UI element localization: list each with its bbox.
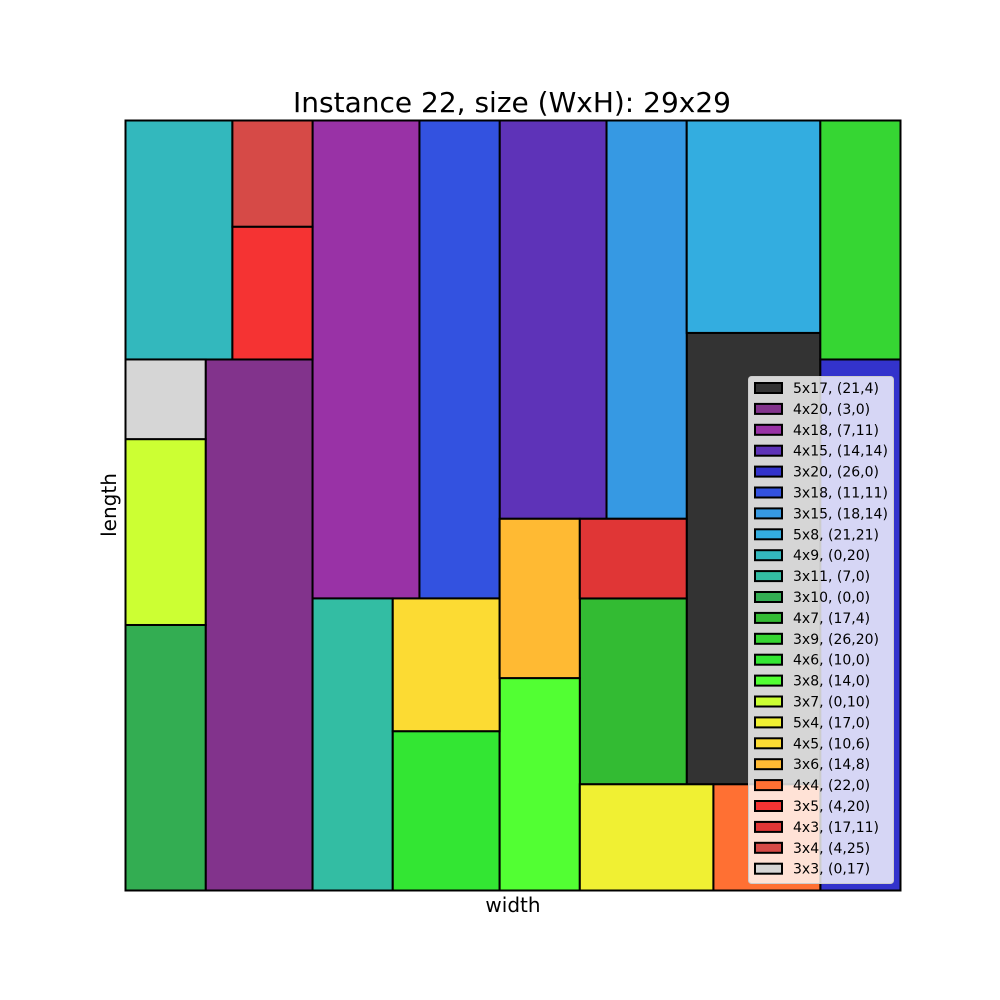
legend-label-15: 3x7, (0,10) <box>793 695 870 711</box>
packed-rect-11 <box>578 597 688 786</box>
x-axis-label: width <box>485 893 540 917</box>
legend-label-22: 3x4, (4,25) <box>793 841 870 857</box>
legend-frame <box>748 376 894 884</box>
legend-label-4: 3x20, (26,0) <box>793 465 879 481</box>
legend-label-17: 4x5, (10,6) <box>793 736 870 752</box>
legend-swatch-18 <box>754 758 783 771</box>
packed-rect-15 <box>124 438 207 626</box>
packed-rect-3 <box>498 119 608 520</box>
packed-rect-5 <box>418 119 501 600</box>
legend-swatch-20 <box>754 800 783 812</box>
packed-rect-1 <box>204 358 314 892</box>
legend-swatch-10 <box>754 591 783 603</box>
legend-swatch-7 <box>754 528 783 541</box>
legend-label-0: 5x17, (21,4) <box>793 381 879 397</box>
legend-swatch-4 <box>754 465 783 478</box>
legend-label-18: 3x6, (14,8) <box>793 757 870 773</box>
packed-rect-18 <box>498 517 581 680</box>
packed-rect-10 <box>124 623 207 892</box>
legend-swatch-2 <box>754 423 783 436</box>
legend-label-23: 3x3, (0,17) <box>793 862 870 878</box>
legend-swatch-14 <box>754 674 783 687</box>
legend-swatch-6 <box>754 507 783 520</box>
legend-label-2: 4x18, (7,11) <box>793 423 879 439</box>
legend-swatch-0 <box>754 382 783 394</box>
legend-label-7: 5x8, (21,21) <box>793 527 879 543</box>
packed-rect-17 <box>391 597 501 733</box>
legend-swatch-15 <box>754 695 783 708</box>
legend-swatch-1 <box>754 402 783 415</box>
legend-label-14: 3x8, (14,0) <box>793 674 870 690</box>
legend: 5x17, (21,4) 4x20, (3,0) 4x18, (7,11) 4x15,… <box>748 376 894 884</box>
legend-label-11: 4x7, (17,4) <box>793 611 870 627</box>
packed-rect-20 <box>231 225 314 361</box>
legend-label-16: 5x4, (17,0) <box>793 715 870 731</box>
legend-swatch-22 <box>754 841 783 854</box>
chart-title: Instance 22, size (WxH): 29x29 <box>293 86 731 119</box>
packed-rect-12 <box>819 119 902 361</box>
legend-label-9: 3x11, (7,0) <box>793 569 870 585</box>
packed-rect-23 <box>124 358 207 441</box>
legend-swatch-13 <box>754 653 783 666</box>
legend-swatch-9 <box>754 570 783 583</box>
packed-rect-14 <box>498 677 581 892</box>
packed-rect-21 <box>578 517 688 600</box>
legend-label-20: 3x5, (4,20) <box>793 799 870 815</box>
packed-rect-2 <box>311 119 421 600</box>
legend-label-3: 4x15, (14,14) <box>793 444 888 460</box>
legend-label-5: 3x18, (11,11) <box>793 486 888 502</box>
packed-rect-8 <box>124 119 234 361</box>
packed-rect-7 <box>685 119 822 334</box>
legend-swatch-5 <box>754 486 783 499</box>
plot-frame <box>124 119 902 892</box>
packed-rect-13 <box>391 730 501 892</box>
legend-swatch-12 <box>754 632 783 645</box>
y-axis-label: length <box>97 473 121 537</box>
packed-rect-9 <box>311 597 394 892</box>
legend-swatch-3 <box>754 444 783 457</box>
legend-label-1: 4x20, (3,0) <box>793 402 870 418</box>
legend-label-21: 4x3, (17,11) <box>793 820 879 836</box>
legend-label-13: 4x6, (10,0) <box>793 653 870 669</box>
legend-swatch-21 <box>754 820 783 833</box>
legend-swatch-17 <box>754 737 783 750</box>
legend-swatch-16 <box>754 716 783 729</box>
legend-label-19: 4x4, (22,0) <box>793 778 870 794</box>
packed-rect-6 <box>605 119 688 520</box>
legend-label-6: 3x15, (18,14) <box>793 506 888 522</box>
legend-swatch-19 <box>754 779 783 792</box>
legend-label-10: 3x10, (0,0) <box>793 590 870 606</box>
packed-rect-16 <box>578 783 715 892</box>
packed-rect-22 <box>231 119 314 228</box>
legend-label-8: 4x9, (0,20) <box>793 548 870 564</box>
legend-label-12: 3x9, (26,20) <box>793 632 879 648</box>
legend-swatch-8 <box>754 549 783 562</box>
legend-swatch-23 <box>754 862 783 875</box>
legend-swatch-11 <box>754 611 783 624</box>
